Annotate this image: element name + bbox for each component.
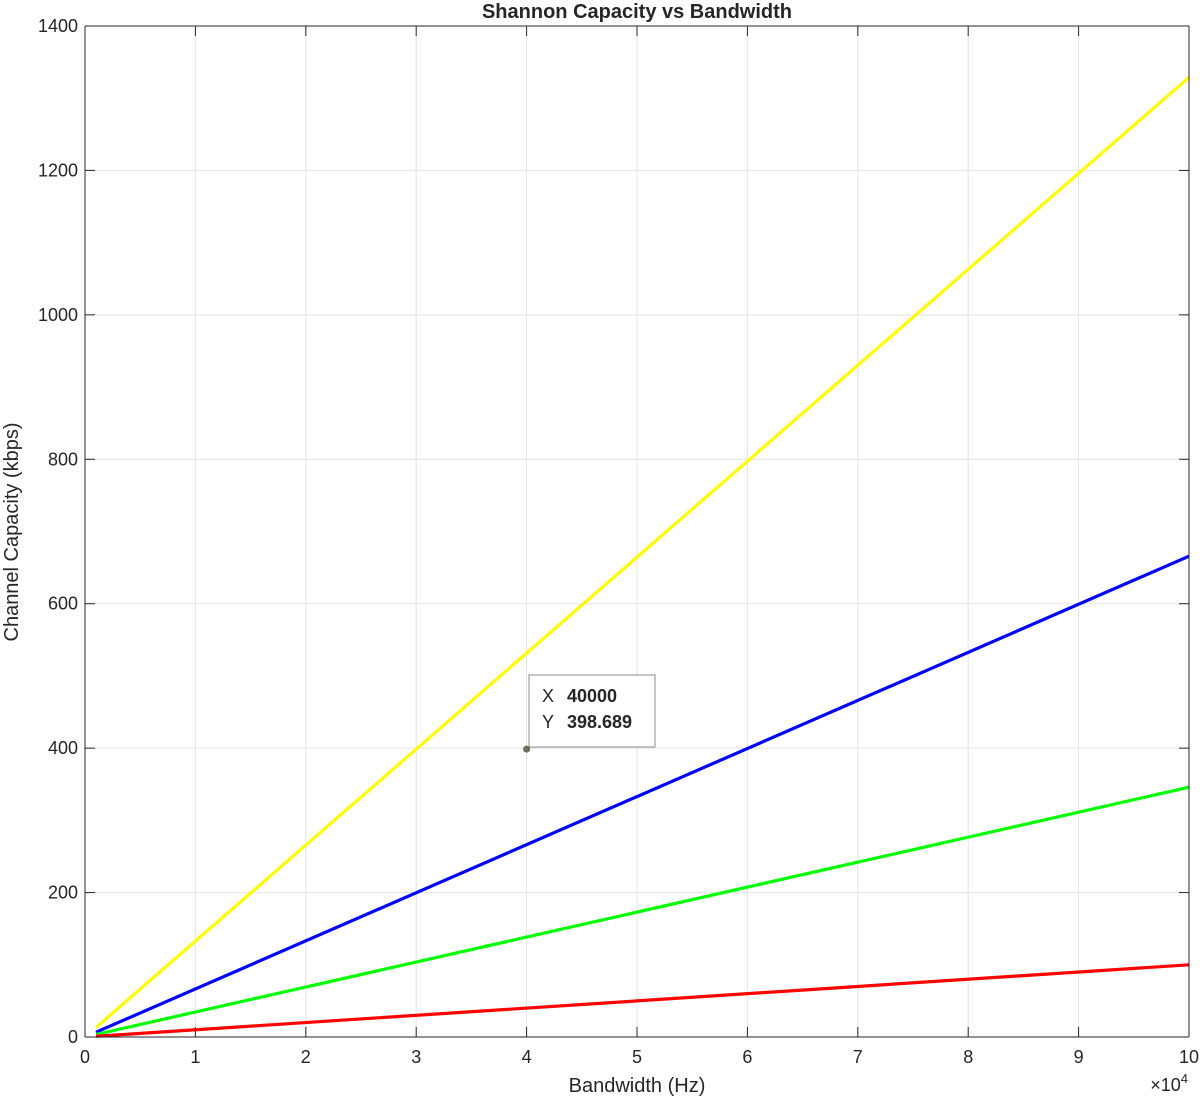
datatip-x-value: 40000	[567, 686, 617, 706]
x-tick-label: 7	[853, 1047, 863, 1067]
datatip-box	[528, 674, 656, 748]
y-tick-label: 0	[68, 1027, 78, 1047]
x-tick-label: 0	[80, 1047, 90, 1067]
x-tick-label: 4	[522, 1047, 532, 1067]
datatip[interactable]: X 40000 Y 398.689	[523, 674, 656, 753]
series-line-3[interactable]	[95, 785, 1190, 1037]
x-axis-exponent: ×104	[1150, 1071, 1188, 1095]
y-tick-label: 800	[48, 449, 78, 469]
x-tick-label: 3	[411, 1047, 421, 1067]
datatip-y-value: 398.689	[567, 712, 632, 732]
chart-title: Shannon Capacity vs Bandwidth	[482, 1, 792, 23]
x-tick-label: 6	[742, 1047, 752, 1067]
x-tick-label: 9	[1074, 1047, 1084, 1067]
axes	[84, 25, 1190, 1038]
y-tick-label: 1000	[38, 305, 78, 325]
y-tick-label: 200	[48, 883, 78, 903]
series-line-4[interactable]	[95, 963, 1190, 1038]
x-axis-exponent-base: ×10	[1150, 1075, 1181, 1095]
y-axis-label: Channel Capacity (kbps)	[1, 423, 23, 642]
y-tick-label: 600	[48, 594, 78, 614]
datatip-x-key: X	[542, 686, 554, 706]
x-tick-label: 10	[1179, 1047, 1199, 1067]
datatip-y-key: Y	[542, 712, 554, 732]
x-tick-label: 8	[963, 1047, 973, 1067]
y-tick-label: 1200	[38, 160, 78, 180]
x-tick-label: 2	[301, 1047, 311, 1067]
x-tick-label: 5	[632, 1047, 642, 1067]
datatip-marker[interactable]	[523, 745, 531, 753]
series-layer	[94, 76, 1191, 1038]
tick-labels: 0 1 2 3 4 5 6 7 8 9 10 0 200 400 600 800 1000 1200 1400	[38, 16, 1199, 1067]
x-axis-exponent-power: 4	[1181, 1071, 1188, 1086]
y-tick-label: 400	[48, 738, 78, 758]
series-line-2[interactable]	[95, 554, 1190, 1034]
y-tick-label: 1400	[38, 16, 78, 36]
x-axis-label: Bandwidth (Hz)	[569, 1075, 706, 1097]
x-tick-label: 1	[190, 1047, 200, 1067]
grid-lines	[84, 25, 1190, 1038]
series-line-1[interactable]	[94, 76, 1191, 1029]
